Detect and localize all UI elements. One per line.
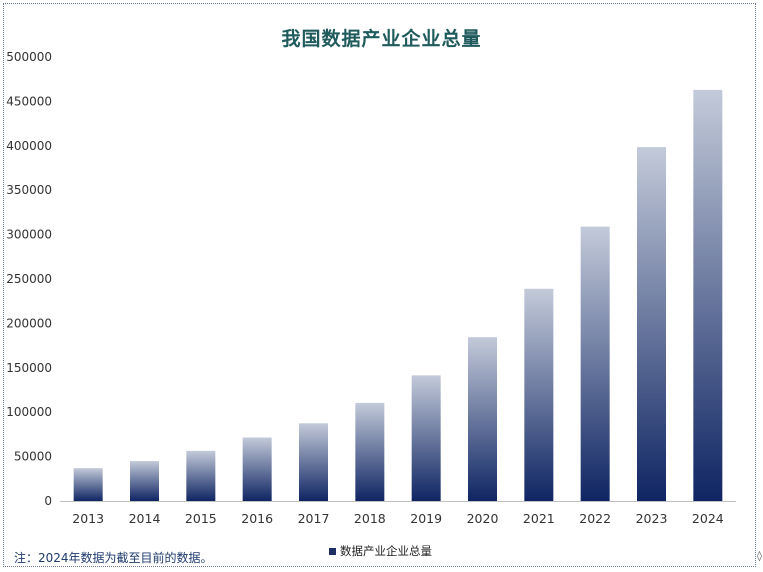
footnote: 注：2024年数据为截至目前的数据。 xyxy=(14,551,213,565)
y-tick-label: 100000 xyxy=(6,405,52,419)
bar-2024 xyxy=(693,89,723,501)
y-tick-label: 0 xyxy=(44,494,52,508)
bar-2016 xyxy=(242,437,272,501)
bar-2023 xyxy=(637,147,666,501)
x-tick-label: 2020 xyxy=(467,511,499,526)
y-tick-label: 200000 xyxy=(6,316,52,330)
chart-frame xyxy=(3,3,756,567)
x-tick-label: 2013 xyxy=(72,511,104,526)
bars xyxy=(73,89,723,501)
legend-swatch xyxy=(329,547,336,555)
bar-2014 xyxy=(130,461,159,501)
bar-2013 xyxy=(73,468,103,501)
x-tick-label: 2016 xyxy=(241,511,273,526)
x-tick-label: 2018 xyxy=(354,511,386,526)
legend-label: 数据产业企业总量 xyxy=(340,544,432,558)
bar-2015 xyxy=(186,450,216,501)
legend: 数据产业企业总量 xyxy=(329,543,432,559)
x-tick-label: 2015 xyxy=(185,511,217,526)
x-tick-label: 2024 xyxy=(692,511,724,526)
bar-2019 xyxy=(411,375,441,501)
edge-mark: ◊ xyxy=(757,551,762,562)
y-tick-label: 450000 xyxy=(6,94,52,108)
y-tick-label: 150000 xyxy=(6,361,52,375)
bar-2020 xyxy=(468,337,497,501)
y-tick-label: 250000 xyxy=(6,272,52,286)
y-tick-label: 50000 xyxy=(14,450,52,464)
y-axis: 0 50000 100000 150000 200000 250000 300000 3500… xyxy=(6,50,52,508)
x-tick-label: 2022 xyxy=(579,511,611,526)
bar-2022 xyxy=(580,226,610,501)
x-tick-label: 2017 xyxy=(298,511,330,526)
y-tick-label: 300000 xyxy=(6,228,52,242)
bar-2017 xyxy=(299,423,328,501)
y-tick-label: 400000 xyxy=(6,139,52,153)
bar-2018 xyxy=(355,402,385,501)
bar-2021 xyxy=(524,288,554,501)
y-tick-label: 500000 xyxy=(6,50,52,64)
y-tick-label: 350000 xyxy=(6,183,52,197)
x-tick-label: 2023 xyxy=(636,511,668,526)
x-tick-label: 2019 xyxy=(410,511,442,526)
x-tick-label: 2014 xyxy=(129,511,161,526)
x-axis: 2013 2014 2015 2016 2017 2018 2019 2020 2021 2022… xyxy=(60,501,736,526)
chart-title: 我国数据产业企业总量 xyxy=(281,28,482,50)
x-tick-label: 2021 xyxy=(523,511,555,526)
